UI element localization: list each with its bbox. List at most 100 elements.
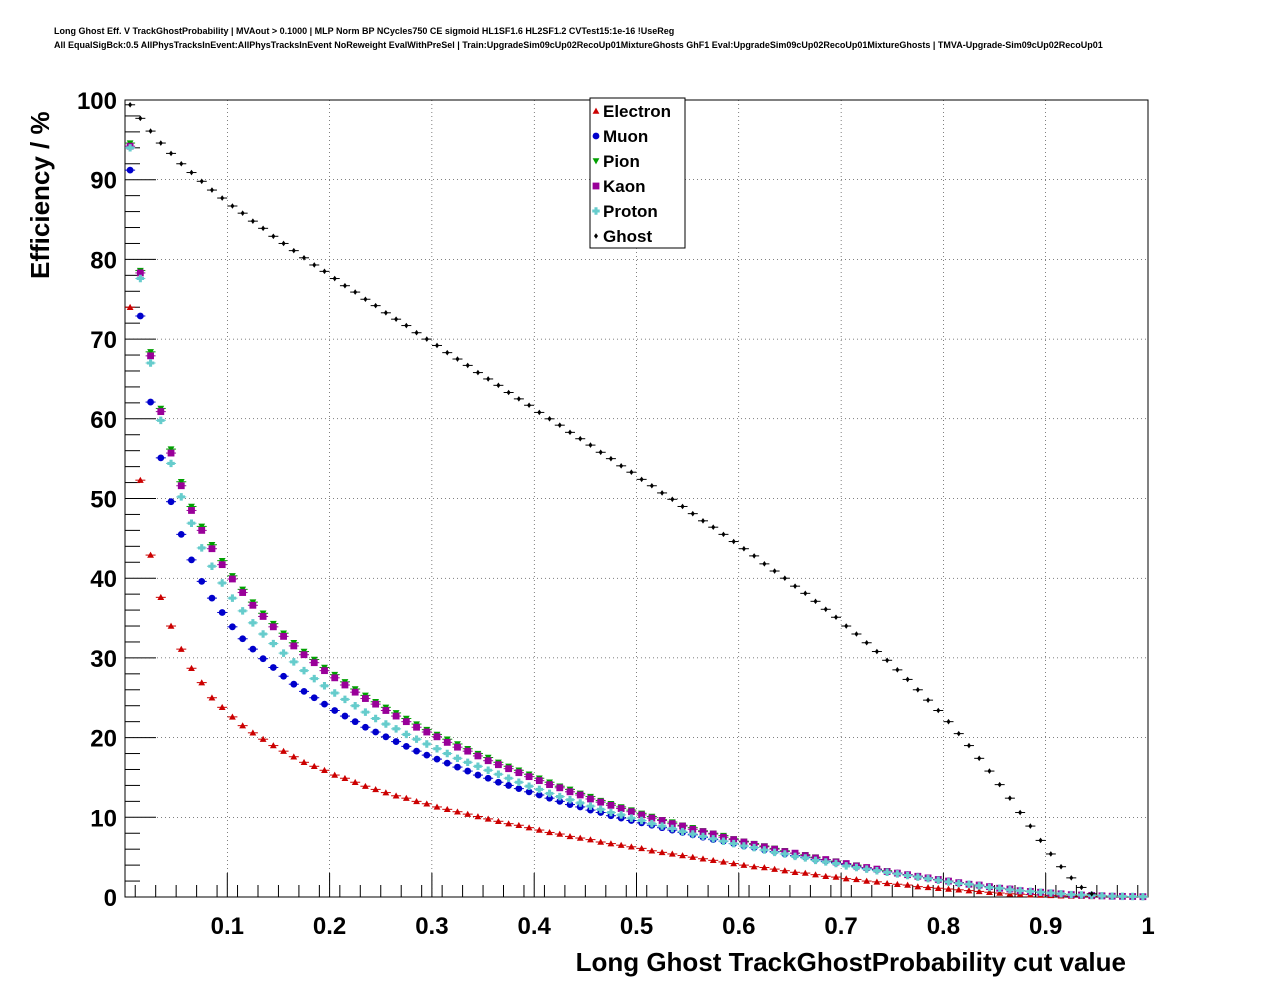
muon-point — [239, 635, 247, 643]
ghost-point — [261, 225, 266, 232]
proton-point — [443, 749, 451, 758]
muon-point — [494, 778, 502, 786]
ghost-point — [752, 553, 757, 559]
electron-point — [566, 833, 574, 840]
proton-point — [944, 878, 953, 886]
ghost-point — [230, 203, 235, 209]
muon-point — [515, 785, 523, 793]
proton-point — [228, 594, 237, 602]
kaon-point — [525, 773, 533, 781]
proton-point — [586, 802, 595, 810]
electron-point — [167, 622, 175, 629]
proton-point — [1006, 886, 1014, 894]
ghost-point — [404, 322, 409, 329]
proton-point — [177, 493, 186, 501]
ghost-point — [568, 429, 573, 436]
proton-point — [781, 850, 789, 858]
ghost-point — [864, 639, 869, 646]
kaon-point — [218, 561, 226, 569]
ghost-point — [629, 469, 634, 475]
muon-point — [382, 733, 390, 741]
proton-point — [822, 858, 830, 866]
kaon-point — [720, 833, 727, 841]
ghost-point — [516, 396, 521, 402]
proton-point — [893, 870, 902, 878]
proton-point — [617, 811, 625, 819]
kaon-point — [351, 688, 359, 696]
kaon-point — [147, 352, 154, 360]
proton-point — [914, 873, 922, 881]
ghost-point — [179, 160, 184, 167]
proton-point — [883, 868, 891, 877]
electron-point — [515, 821, 523, 828]
electron-point — [934, 884, 942, 891]
proton-point — [965, 880, 973, 888]
proton-point — [535, 785, 544, 794]
proton-point — [126, 144, 134, 152]
ghost-point — [240, 210, 245, 216]
x-tick-label: 0.9 — [1029, 913, 1062, 940]
ghost-point — [977, 755, 982, 762]
muon-point — [310, 694, 318, 702]
muon-point — [587, 806, 594, 814]
proton-point — [811, 856, 820, 865]
ghost-point — [475, 369, 480, 376]
kaon-point — [627, 808, 635, 816]
ghost-point — [619, 463, 624, 469]
kaon-point — [617, 805, 625, 812]
muon-point — [402, 742, 410, 750]
electron-point — [198, 679, 206, 686]
kaon-point — [658, 817, 666, 824]
proton-point — [136, 274, 145, 283]
proton-point — [934, 876, 943, 885]
ghost-point — [966, 742, 971, 749]
electron-point — [955, 886, 963, 893]
electron-point — [679, 852, 686, 859]
muon-point — [341, 712, 349, 720]
proton-point — [1098, 892, 1106, 900]
muon-point — [484, 774, 492, 782]
kaon-point — [290, 642, 298, 650]
electron-point — [822, 872, 830, 879]
electron-point — [760, 864, 768, 871]
electron-point — [617, 841, 625, 848]
electron-point — [965, 887, 973, 894]
ghost-point — [199, 178, 204, 185]
proton-point — [167, 459, 175, 468]
electron-point — [423, 800, 431, 807]
ghost-point — [670, 496, 675, 503]
electron-point — [893, 880, 901, 887]
ghost-point — [250, 218, 255, 224]
ghost-point — [956, 730, 961, 737]
ghost-point — [312, 262, 317, 268]
kaon-point — [464, 747, 472, 755]
muon-point — [464, 767, 472, 775]
electron-point — [607, 840, 615, 847]
proton-point — [955, 879, 963, 888]
kaon-point — [331, 674, 339, 682]
proton-point — [187, 519, 196, 527]
kaon-point — [341, 681, 349, 689]
kaon-point — [433, 733, 441, 741]
ghost-point — [690, 510, 695, 517]
muon-point — [269, 664, 277, 671]
ghost-point — [383, 309, 388, 316]
proton-point — [1118, 892, 1127, 901]
ghost-point — [373, 302, 378, 309]
proton-point — [576, 799, 584, 807]
series-ghost — [125, 101, 1097, 897]
electron-point — [771, 865, 779, 872]
muon-point — [505, 782, 513, 789]
electron-point — [863, 877, 871, 884]
y-tick-label: 50 — [90, 487, 117, 514]
ghost-point — [608, 455, 613, 462]
ghost-point — [414, 329, 419, 336]
kaon-point — [699, 828, 707, 836]
kaon-point — [382, 707, 390, 714]
ghost-point — [547, 416, 552, 422]
kaon-point — [587, 795, 594, 803]
proton-point — [238, 607, 247, 615]
muon-point — [321, 700, 328, 708]
electron-point — [136, 476, 144, 483]
